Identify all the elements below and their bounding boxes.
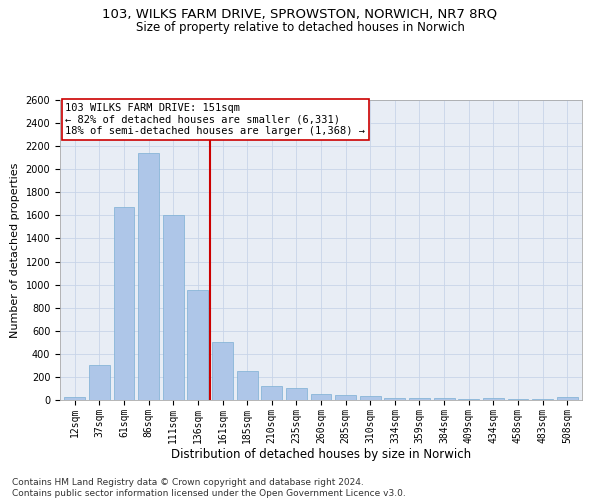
Bar	[434, 398, 455, 400]
Bar	[483, 398, 504, 400]
Bar	[212, 342, 233, 400]
Bar	[236, 371, 257, 400]
Bar	[286, 388, 307, 400]
Text: Contains HM Land Registry data © Crown copyright and database right 2024.
Contai: Contains HM Land Registry data © Crown c…	[12, 478, 406, 498]
Bar	[557, 397, 578, 400]
Bar	[163, 216, 184, 400]
Bar	[385, 398, 406, 400]
Bar	[409, 398, 430, 400]
Bar	[311, 394, 331, 400]
Y-axis label: Number of detached properties: Number of detached properties	[10, 162, 20, 338]
Bar	[187, 290, 208, 400]
X-axis label: Distribution of detached houses by size in Norwich: Distribution of detached houses by size …	[171, 448, 471, 462]
Bar	[113, 208, 134, 400]
Bar	[335, 396, 356, 400]
Bar	[89, 366, 110, 400]
Bar	[138, 153, 159, 400]
Bar	[360, 396, 381, 400]
Text: 103 WILKS FARM DRIVE: 151sqm
← 82% of detached houses are smaller (6,331)
18% of: 103 WILKS FARM DRIVE: 151sqm ← 82% of de…	[65, 103, 365, 136]
Bar	[261, 386, 282, 400]
Bar	[64, 397, 85, 400]
Text: 103, WILKS FARM DRIVE, SPROWSTON, NORWICH, NR7 8RQ: 103, WILKS FARM DRIVE, SPROWSTON, NORWIC…	[103, 8, 497, 20]
Text: Size of property relative to detached houses in Norwich: Size of property relative to detached ho…	[136, 22, 464, 35]
